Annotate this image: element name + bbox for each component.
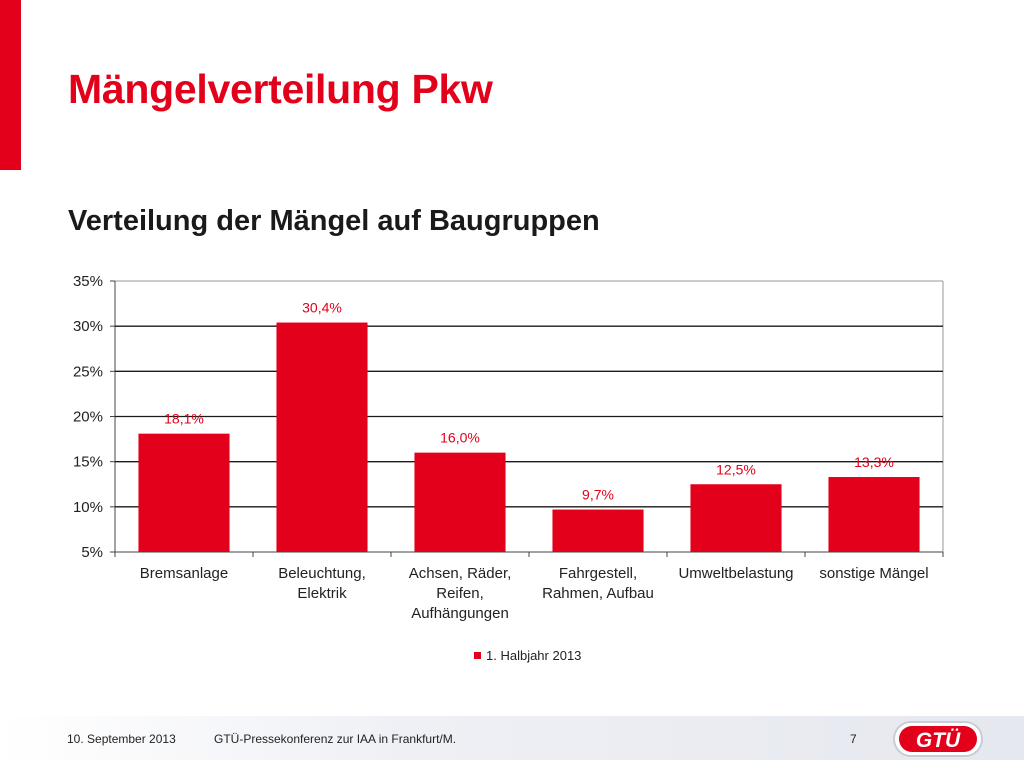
x-tick-label: Elektrik (297, 585, 347, 602)
bar (552, 509, 644, 552)
data-label: 30,4% (302, 300, 342, 316)
y-tick-label: 25% (73, 363, 103, 380)
x-tick-label: sonstige Mängel (819, 565, 928, 582)
x-tick-label: Umweltbelastung (678, 565, 793, 582)
x-tick-label: Fahrgestell, (559, 565, 637, 582)
x-tick-label: Aufhängungen (411, 605, 509, 622)
gtue-logo: GTÜ (893, 721, 983, 757)
footer-band (0, 716, 1024, 760)
y-tick-label: 20% (73, 409, 103, 426)
y-tick-label: 10% (73, 499, 103, 516)
page-number: 7 (850, 732, 857, 746)
y-tick-label: 30% (73, 318, 103, 335)
bar (690, 484, 782, 552)
x-tick-label: Achsen, Räder, (409, 565, 512, 582)
bar (828, 477, 920, 552)
chart-legend: 1. Halbjahr 2013 (474, 648, 581, 663)
data-label: 12,5% (716, 461, 756, 477)
data-label: 9,7% (582, 487, 614, 503)
footer-date: 10. September 2013 (67, 732, 176, 746)
bar (276, 322, 368, 552)
y-tick-label: 15% (73, 454, 103, 471)
slide-title: Mängelverteilung Pkw (68, 66, 493, 112)
bar (414, 452, 506, 552)
x-tick-label: Beleuchtung, (278, 565, 366, 582)
accent-stripe (0, 0, 21, 170)
slide-subtitle: Verteilung der Mängel auf Baugruppen (68, 205, 600, 237)
footer-event: GTÜ-Pressekonferenz zur IAA in Frankfurt… (214, 732, 457, 746)
data-label: 16,0% (440, 430, 480, 446)
bar (138, 433, 230, 552)
x-tick-label: Reifen, (436, 585, 484, 602)
data-label: 13,3% (854, 454, 894, 470)
data-label: 18,1% (164, 411, 204, 427)
y-tick-label: 35% (73, 273, 103, 290)
bar-chart: 5% 10% 15% 20% 25% 30% 35% 18,1% Bremsanlage 30,4… (73, 273, 944, 622)
x-tick-label: Rahmen, Aufbau (542, 585, 654, 602)
x-tick-label: Bremsanlage (140, 565, 228, 582)
y-tick-label: 5% (81, 544, 103, 561)
legend-label: 1. Halbjahr 2013 (486, 648, 582, 663)
legend-swatch (474, 652, 481, 659)
logo-text: GTÜ (916, 729, 961, 752)
